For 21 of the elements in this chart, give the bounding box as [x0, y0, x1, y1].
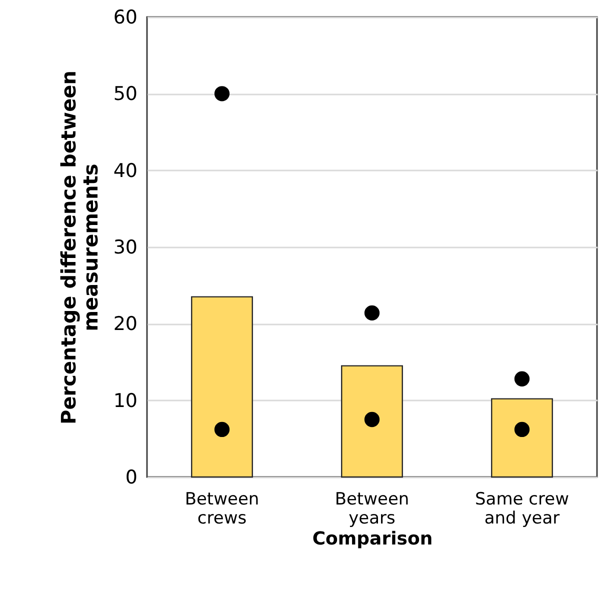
x-axis-title: Comparison — [312, 528, 433, 550]
y-tick-label: 30 — [113, 236, 138, 258]
bar — [341, 365, 403, 478]
y-tick-label: 20 — [113, 313, 138, 336]
point — [364, 412, 380, 428]
bar — [191, 296, 253, 478]
x-tick-label: Same crew and year — [475, 490, 570, 528]
point — [514, 371, 530, 386]
point — [214, 422, 230, 438]
y-tick-label: 60 — [113, 6, 138, 28]
y-tick-label: 10 — [113, 390, 138, 412]
y-tick-label: 0 — [125, 466, 138, 488]
point — [364, 305, 380, 320]
x-tick-label: Between crews — [184, 490, 260, 528]
x-tick-label: Between years — [334, 490, 410, 528]
point — [214, 86, 230, 102]
bar — [491, 398, 553, 478]
y-tick-label: 40 — [113, 160, 138, 182]
y-tick-label: 50 — [113, 83, 138, 106]
point — [514, 422, 530, 438]
y-axis-title: Percentage difference between measurements — [56, 70, 102, 424]
